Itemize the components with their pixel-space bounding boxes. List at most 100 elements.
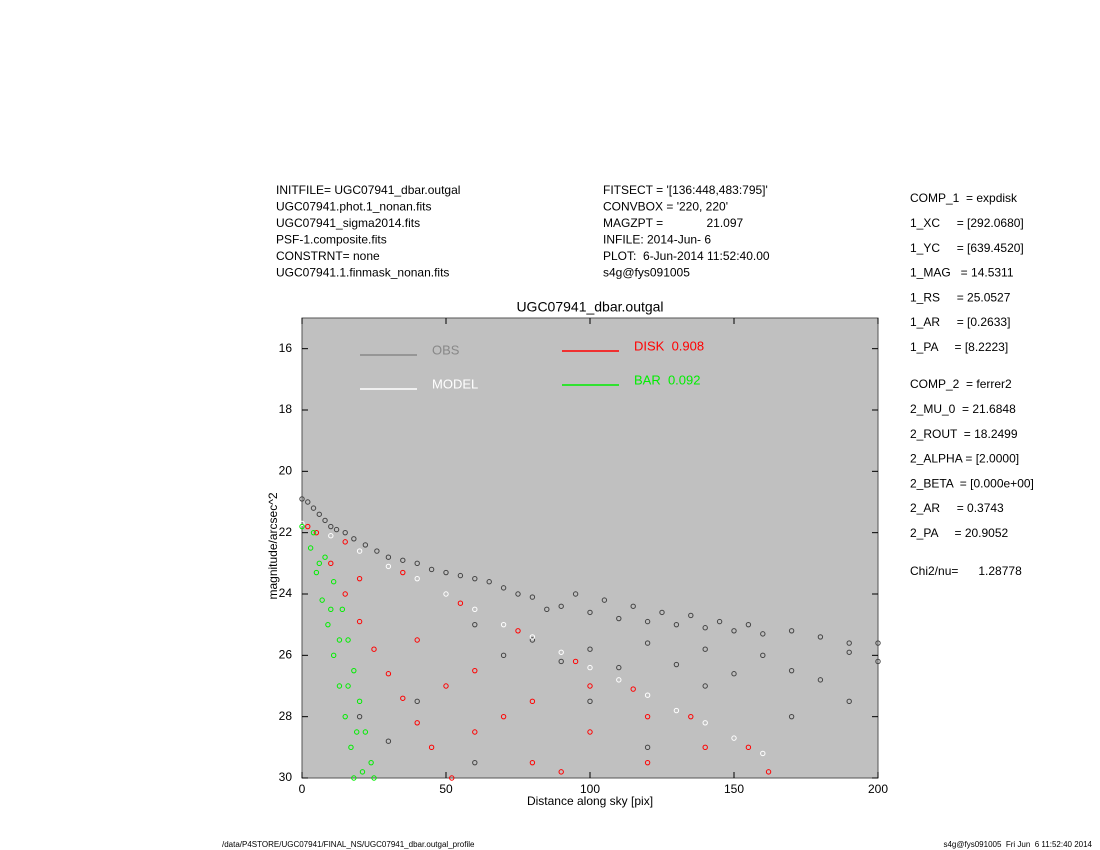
data-point bbox=[846, 640, 852, 646]
data-point bbox=[330, 579, 337, 585]
param-line: 2_BETA = [0.000e+00] bbox=[910, 476, 1034, 490]
data-point bbox=[644, 640, 651, 646]
data-point bbox=[817, 677, 824, 683]
data-point bbox=[486, 579, 492, 585]
data-point bbox=[644, 744, 651, 751]
x-axis-label: Distance along sky [pix] bbox=[527, 794, 653, 808]
header-line: PSF-1.composite.fits bbox=[276, 233, 387, 247]
data-point bbox=[529, 634, 536, 640]
data-point bbox=[342, 539, 348, 545]
data-point bbox=[299, 523, 305, 530]
param-line: 2_MU_0 = 21.6848 bbox=[910, 402, 1016, 416]
data-point bbox=[515, 628, 521, 634]
data-point bbox=[472, 729, 478, 735]
data-point bbox=[307, 545, 314, 551]
header-line: INFILE: 2014-Jun- 6 bbox=[603, 233, 711, 247]
data-point bbox=[529, 698, 536, 705]
footer-path: /data/P4STORE/UGC07941/FINAL_NS/UGC07941… bbox=[222, 840, 475, 849]
data-point bbox=[336, 637, 343, 643]
data-point bbox=[702, 683, 708, 689]
data-point bbox=[472, 667, 478, 674]
data-point bbox=[745, 621, 752, 628]
data-point bbox=[428, 566, 435, 573]
y-tick-label: 18 bbox=[279, 402, 293, 416]
data-point bbox=[414, 698, 420, 705]
data-point bbox=[616, 615, 622, 622]
data-point bbox=[644, 759, 651, 766]
data-point bbox=[339, 606, 346, 613]
data-point bbox=[500, 621, 507, 628]
data-point bbox=[817, 634, 824, 640]
param-line: 2_AR = 0.3743 bbox=[910, 501, 1004, 515]
data-point bbox=[500, 713, 507, 720]
data-point bbox=[385, 554, 392, 560]
data-point bbox=[587, 683, 593, 689]
x-tick-label: 50 bbox=[439, 782, 453, 796]
data-point bbox=[322, 517, 328, 524]
data-point bbox=[544, 606, 550, 613]
data-point bbox=[328, 523, 334, 530]
data-point bbox=[572, 591, 579, 597]
y-tick-label: 28 bbox=[279, 709, 293, 723]
data-point bbox=[443, 569, 449, 576]
y-tick-label: 16 bbox=[279, 341, 293, 355]
chart-title: UGC07941_dbar.outgal bbox=[516, 299, 663, 315]
data-point bbox=[846, 649, 852, 655]
data-point bbox=[788, 628, 795, 634]
header-line: s4g@fys091005 bbox=[603, 266, 690, 280]
data-point bbox=[529, 637, 536, 643]
data-point bbox=[788, 667, 795, 674]
data-point bbox=[322, 554, 328, 560]
data-point bbox=[529, 759, 536, 766]
legend-label: MODEL bbox=[432, 376, 478, 391]
data-point bbox=[325, 621, 331, 628]
y-tick-label: 22 bbox=[279, 525, 293, 539]
data-point bbox=[558, 649, 564, 655]
data-point bbox=[443, 683, 449, 689]
data-point bbox=[310, 529, 317, 536]
y-tick-label: 20 bbox=[279, 464, 293, 478]
param-line: 1_XC = [292.0680] bbox=[910, 216, 1024, 230]
header-line: UGC07941.1.finmask_nonan.fits bbox=[276, 266, 449, 280]
header-line: CONSTRNT= none bbox=[276, 249, 380, 263]
x-tick-label: 0 bbox=[299, 782, 306, 796]
data-point bbox=[616, 677, 622, 683]
data-point bbox=[673, 707, 680, 714]
data-point bbox=[362, 542, 369, 548]
data-point bbox=[316, 560, 322, 567]
data-point bbox=[644, 618, 651, 625]
data-point bbox=[616, 664, 622, 671]
header-line: FITSECT = '[136:448,483:795]' bbox=[603, 183, 768, 197]
data-point bbox=[351, 775, 357, 781]
data-point bbox=[385, 738, 392, 744]
header-line: INITFILE= UGC07941_dbar.outgal bbox=[276, 183, 460, 197]
header-line: UGC07941.phot.1_nonan.fits bbox=[276, 200, 431, 214]
data-point bbox=[673, 621, 680, 628]
param-line: 2_ROUT = 18.2499 bbox=[910, 427, 1018, 441]
data-point bbox=[644, 692, 651, 698]
data-point bbox=[601, 597, 608, 603]
data-point bbox=[305, 499, 311, 505]
data-point bbox=[659, 609, 665, 616]
data-point bbox=[371, 646, 377, 652]
data-point bbox=[443, 591, 449, 597]
legend-label: DISK 0.908 bbox=[634, 338, 704, 353]
data-point bbox=[731, 735, 737, 741]
data-point bbox=[688, 612, 694, 619]
data-point bbox=[351, 536, 357, 542]
data-point bbox=[385, 671, 392, 677]
data-point bbox=[354, 729, 360, 735]
data-point bbox=[313, 529, 320, 536]
data-point bbox=[500, 652, 507, 659]
data-point bbox=[731, 671, 737, 677]
data-point bbox=[731, 628, 737, 634]
data-point bbox=[316, 511, 322, 517]
header-line: UGC07941_sigma2014.fits bbox=[276, 216, 420, 230]
header-line: PLOT: 6-Jun-2014 11:52:40.00 bbox=[603, 249, 770, 263]
data-point bbox=[760, 652, 766, 659]
data-point bbox=[328, 560, 334, 567]
data-point bbox=[529, 594, 536, 600]
data-point bbox=[428, 744, 435, 751]
y-axis-label: magnitude/arcsec^2 bbox=[266, 492, 280, 599]
data-point bbox=[760, 631, 766, 637]
